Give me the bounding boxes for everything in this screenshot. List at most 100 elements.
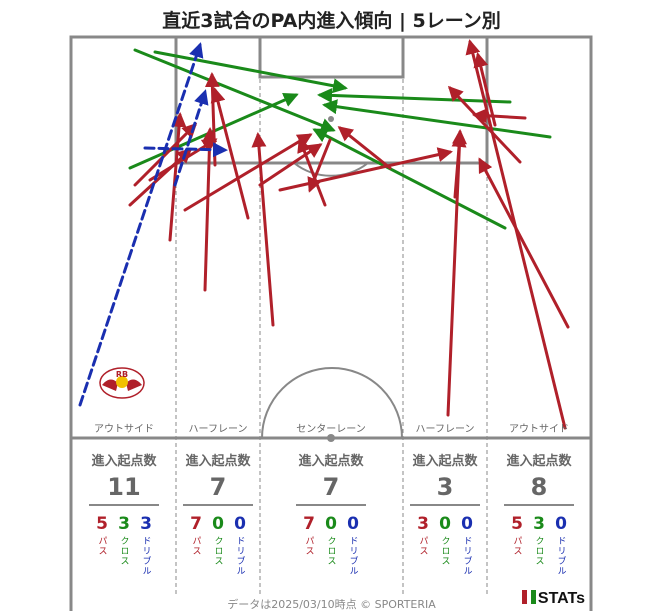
pass-arrow-13 <box>168 112 187 242</box>
pass-arrow-17 <box>183 133 313 212</box>
pitch-lines <box>69 35 593 611</box>
dribble-label: ドリブル <box>234 536 245 576</box>
lane-stat-1: 進入起点数 11 5 パス 3 クロス 3 ドリブル <box>86 450 162 576</box>
pass-count: 7 <box>190 514 202 534</box>
cross-arrow-6 <box>312 128 507 230</box>
center-spot <box>327 434 335 442</box>
chart-title: 直近3試合のPA内進入傾向 | 5レーン別 <box>162 10 501 32</box>
pass-count: 3 <box>417 514 429 534</box>
pass-arrow-29 <box>473 52 497 127</box>
pass-arrow-11 <box>148 138 218 182</box>
stat-divider <box>504 504 574 506</box>
cross-count: 0 <box>439 514 451 534</box>
stat-label: 進入起点数 <box>506 454 572 469</box>
lane-stat-4: 進入起点数 3 3 パス 0 クロス 0 ドリブル <box>407 450 483 576</box>
lane-label-4: ハーフレーン <box>416 424 475 435</box>
pass-arrow-22 <box>337 126 392 170</box>
pass-arrow-27 <box>478 157 570 329</box>
arrow-layer <box>78 39 570 430</box>
pass-label: パス <box>190 536 201 556</box>
lane-label-3: センターレーン <box>296 423 366 435</box>
breakdown: 7 パス 0 クロス 0 ドリブル <box>180 514 256 576</box>
cross-count: 0 <box>325 514 337 534</box>
cross-count: 0 <box>212 514 224 534</box>
dribble-count: 0 <box>234 514 246 534</box>
stat-total: 11 <box>107 473 141 501</box>
goal-area <box>258 35 405 79</box>
stat-divider <box>296 504 366 506</box>
dribble-label: ドリブル <box>347 536 358 576</box>
breakdown: 3 パス 0 クロス 0 ドリブル <box>407 514 483 576</box>
cross-label: クロス <box>118 536 129 566</box>
cross-arrow-5 <box>133 48 336 133</box>
lane-label-5: アウトサイド <box>509 423 569 435</box>
dribble-arrow-1 <box>173 89 209 187</box>
pass-label: パス <box>511 536 522 556</box>
cross-label: クロス <box>212 536 223 566</box>
svg-text:RB: RB <box>116 370 128 379</box>
breakdown: 5 パス 3 クロス 3 ドリブル <box>86 514 162 576</box>
breakdown: 5 パス 3 クロス 0 ドリブル <box>501 514 577 576</box>
lane-label-1: アウトサイド <box>94 423 154 435</box>
cross-arrow-4 <box>153 50 348 94</box>
pass-arrow-25 <box>447 85 522 164</box>
pass-arrow-19 <box>297 137 327 207</box>
dribble-arrow-0 <box>78 42 204 407</box>
pass-arrow-10 <box>133 122 198 187</box>
lane-stat-2: 進入起点数 7 7 パス 0 クロス 0 ドリブル <box>180 450 256 576</box>
cross-label: クロス <box>439 536 450 566</box>
pass-arrow-16 <box>251 132 275 327</box>
pass-label: パス <box>417 536 428 556</box>
cross-arrow-7 <box>322 99 552 139</box>
center-circle <box>261 367 403 439</box>
pass-label: パス <box>96 536 107 556</box>
cross-label: クロス <box>533 536 544 566</box>
stat-total: 8 <box>530 473 548 501</box>
stat-total: 7 <box>209 473 227 501</box>
dribble-arrow-2 <box>143 142 228 158</box>
breakdown: 7 パス 0 クロス 0 ドリブル <box>293 514 369 576</box>
stat-label: 進入起点数 <box>91 454 157 469</box>
cross-label: クロス <box>325 536 336 566</box>
pass-arrow-14 <box>204 72 220 167</box>
pass-count: 5 <box>96 514 108 534</box>
pass-arrow-15 <box>210 87 250 220</box>
lane-stat-5: 進入起点数 8 5 パス 3 クロス 0 ドリブル <box>501 450 577 576</box>
stat-label: 進入起点数 <box>412 454 478 469</box>
dribble-label: ドリブル <box>555 536 566 576</box>
pass-arrow-12 <box>202 127 218 292</box>
cross-count: 3 <box>118 514 130 534</box>
dribble-label: ドリブル <box>461 536 472 576</box>
pass-arrow-28 <box>472 108 527 124</box>
pass-label: パス <box>303 536 314 556</box>
pass-arrow-21 <box>307 138 332 193</box>
pass-arrow-26 <box>465 39 567 430</box>
stat-total: 3 <box>436 473 454 501</box>
lane-labels: アウトサイド ハーフレーン センターレーン ハーフレーン アウトサイド <box>94 423 569 435</box>
lane-label-2: ハーフレーン <box>189 424 248 435</box>
dribble-count: 0 <box>555 514 567 534</box>
stat-label: 進入起点数 <box>298 454 364 469</box>
pass-arrow-23 <box>446 129 467 417</box>
stat-divider <box>410 504 480 506</box>
cross-count: 3 <box>533 514 545 534</box>
pass-arrow-9 <box>128 147 193 207</box>
stat-divider <box>89 504 159 506</box>
dribble-count: 0 <box>461 514 473 534</box>
team-logo: RB <box>99 367 145 399</box>
dribble-label: ドリブル <box>140 536 151 576</box>
stats-logo: STATs <box>521 590 585 608</box>
penalty-spot <box>328 116 334 122</box>
pass-count: 5 <box>511 514 523 534</box>
penalty-arc <box>293 162 369 177</box>
lane-stat-3: 進入起点数 7 7 パス 0 クロス 0 ドリブル <box>293 450 369 576</box>
pass-arrow-24 <box>451 132 467 199</box>
pass-count: 7 <box>303 514 315 534</box>
footer-note: データは2025/03/10時点 © SPORTERIA <box>227 598 436 611</box>
dribble-count: 3 <box>140 514 152 534</box>
stat-divider <box>183 504 253 506</box>
stat-label: 進入起点数 <box>185 454 251 469</box>
stat-total: 7 <box>322 473 340 501</box>
dribble-count: 0 <box>347 514 359 534</box>
